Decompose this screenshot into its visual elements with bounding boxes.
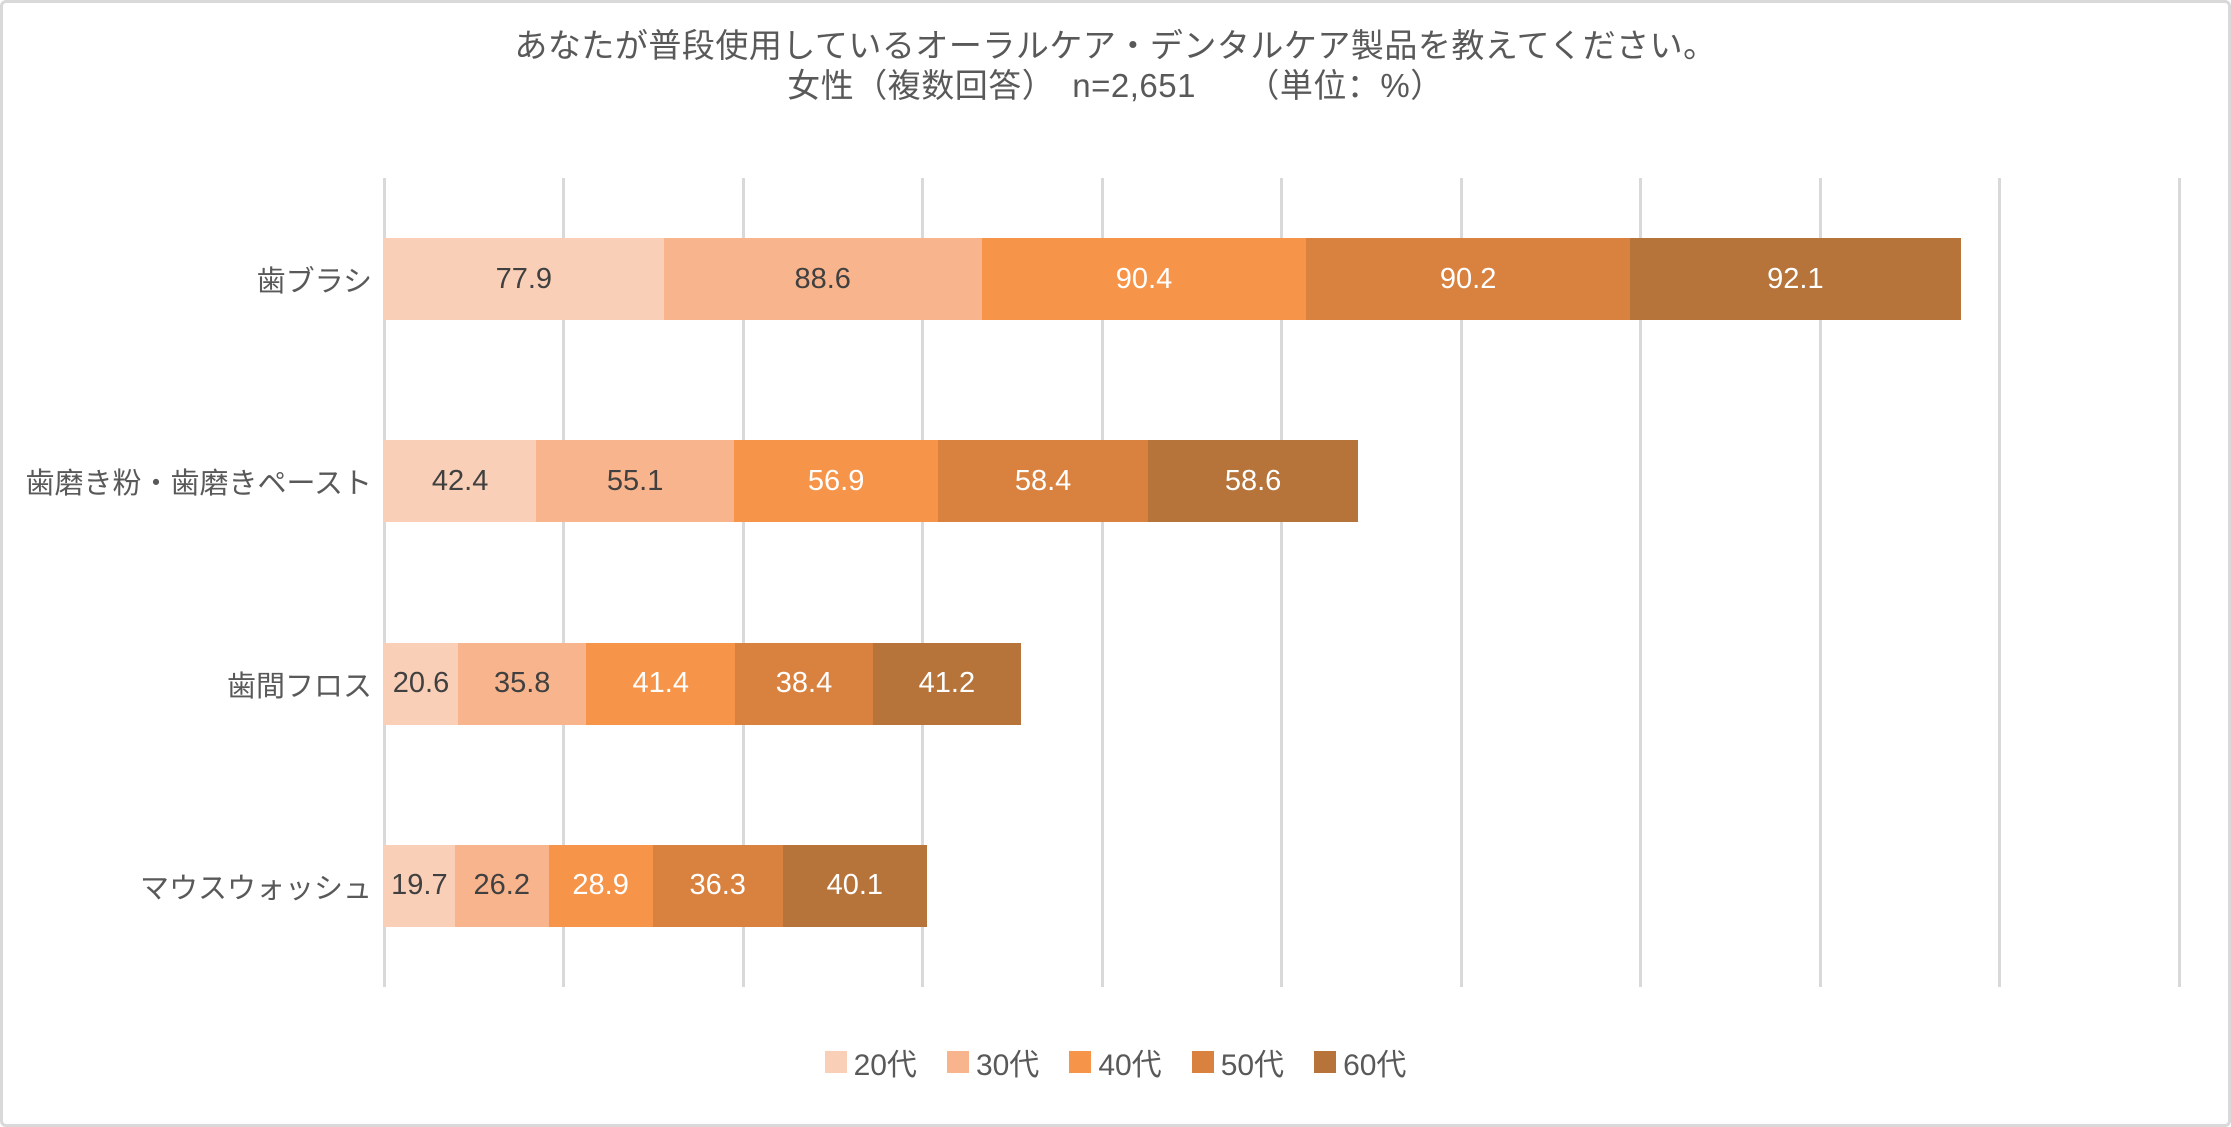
plot-area: 77.9 88.6 90.4 90.2 92.1 42.4 55.1 56.9 58.4 58.6… bbox=[382, 178, 2181, 987]
legend-item-30代: 30代 bbox=[946, 1040, 1040, 1084]
value-label: 26.2 bbox=[473, 869, 530, 902]
chart-title-line1: あなたが普段使用しているオーラルケア・デンタルケア製品を教えてください。 bbox=[514, 27, 1717, 64]
bar-segment-40代: 90.4 bbox=[981, 238, 1307, 321]
value-label: 19.7 bbox=[391, 869, 448, 902]
category-label: 歯ブラシ bbox=[256, 266, 372, 299]
bar-segment-30代: 35.8 bbox=[457, 642, 587, 725]
legend-swatch-icon bbox=[824, 1051, 847, 1073]
bar-row: 19.7 26.2 28.9 36.3 40.1 bbox=[384, 785, 2179, 987]
gridline bbox=[1818, 178, 1822, 987]
category-label: マウスウォッシュ bbox=[139, 872, 372, 905]
bar-segment-20代: 20.6 bbox=[384, 642, 458, 725]
legend-swatch-icon bbox=[1191, 1051, 1214, 1073]
gridline bbox=[2177, 178, 2181, 987]
value-label: 55.1 bbox=[606, 464, 664, 497]
gridline bbox=[741, 178, 745, 987]
bar-segment-50代: 58.4 bbox=[938, 440, 1148, 523]
bar-segment-50代: 38.4 bbox=[735, 642, 873, 725]
gridline bbox=[562, 178, 565, 987]
category-axis: 歯ブラシ歯磨き粉・歯磨きペースト歯間フロスマウスウォッシュ bbox=[0, 178, 372, 987]
value-label: 35.8 bbox=[493, 667, 551, 700]
bar-segment-20代: 77.9 bbox=[384, 238, 664, 321]
value-label: 38.4 bbox=[775, 667, 833, 700]
value-label: 28.9 bbox=[572, 869, 629, 902]
legend-label: 40代 bbox=[1098, 1049, 1162, 1082]
bar-segment-60代: 41.2 bbox=[872, 642, 1021, 725]
legend-label: 50代 bbox=[1220, 1049, 1285, 1082]
value-label: 58.4 bbox=[1014, 464, 1072, 497]
value-label: 42.4 bbox=[431, 464, 489, 497]
stacked-bar: 42.4 55.1 56.9 58.4 58.6 bbox=[384, 440, 2179, 523]
value-label: 88.6 bbox=[794, 262, 851, 295]
value-label: 41.4 bbox=[632, 667, 689, 700]
value-label: 41.2 bbox=[918, 667, 976, 700]
gridline bbox=[1280, 178, 1283, 987]
stacked-bar: 19.7 26.2 28.9 36.3 40.1 bbox=[384, 844, 2179, 927]
bar-row: 42.4 55.1 56.9 58.4 58.6 bbox=[384, 380, 2179, 582]
legend-swatch-icon bbox=[1314, 1051, 1337, 1073]
bar-segment-60代: 92.1 bbox=[1630, 238, 1961, 321]
legend: 20代 30代 40代 50代 60代 bbox=[0, 1040, 2231, 1084]
bar-segment-60代: 58.6 bbox=[1147, 440, 1359, 523]
value-label: 56.9 bbox=[807, 464, 865, 497]
category-label: 歯磨き粉・歯磨きペースト bbox=[25, 468, 372, 501]
bar-segment-40代: 41.4 bbox=[586, 642, 736, 725]
gridline bbox=[921, 178, 924, 987]
legend-label: 60代 bbox=[1343, 1049, 1407, 1082]
bar-segment-60代: 40.1 bbox=[782, 844, 927, 927]
legend-item-60代: 60代 bbox=[1314, 1040, 1406, 1084]
bar-segment-30代: 55.1 bbox=[536, 440, 734, 523]
legend-item-40代: 40代 bbox=[1069, 1040, 1162, 1084]
legend-swatch-icon bbox=[946, 1051, 969, 1073]
gridline bbox=[382, 178, 386, 987]
bar-segment-50代: 90.2 bbox=[1306, 238, 1631, 321]
stacked-bar: 77.9 88.6 90.4 90.2 92.1 bbox=[384, 238, 2179, 321]
chart-title-line2: 女性（複数回答） n=2,651 （単位：%） bbox=[787, 67, 1444, 104]
value-label: 40.1 bbox=[826, 869, 884, 902]
chart-title: あなたが普段使用しているオーラルケア・デンタルケア製品を教えてください。 女性（複… bbox=[0, 26, 2231, 106]
gridline bbox=[1100, 178, 1104, 987]
value-label: 36.3 bbox=[689, 869, 746, 902]
bar-segment-20代: 42.4 bbox=[384, 440, 537, 523]
legend-item-50代: 50代 bbox=[1191, 1040, 1285, 1084]
category-label: 歯間フロス bbox=[226, 670, 372, 703]
bar-segment-30代: 88.6 bbox=[663, 238, 982, 321]
value-label: 77.9 bbox=[495, 262, 553, 295]
value-label: 20.6 bbox=[392, 667, 450, 700]
bar-row: 77.9 88.6 90.4 90.2 92.1 bbox=[384, 178, 2179, 380]
value-label: 90.4 bbox=[1115, 262, 1173, 295]
bar-segment-20代: 19.7 bbox=[384, 844, 455, 927]
bar-segment-50代: 36.3 bbox=[652, 844, 783, 927]
legend-label: 20代 bbox=[853, 1049, 917, 1082]
bar-segment-30代: 26.2 bbox=[454, 844, 549, 927]
bar-row: 20.6 35.8 41.4 38.4 41.2 bbox=[384, 583, 2179, 785]
gridline bbox=[1998, 178, 2001, 987]
legend-swatch-icon bbox=[1069, 1051, 1092, 1073]
bar-segment-40代: 56.9 bbox=[734, 440, 939, 523]
legend-item-20代: 20代 bbox=[824, 1040, 917, 1084]
legend-label: 30代 bbox=[975, 1049, 1040, 1082]
stacked-bar: 20.6 35.8 41.4 38.4 41.2 bbox=[384, 642, 2179, 725]
bar-segment-40代: 28.9 bbox=[548, 844, 653, 927]
value-label: 90.2 bbox=[1439, 262, 1497, 295]
gridline bbox=[1639, 178, 1642, 987]
value-label: 58.6 bbox=[1224, 464, 1282, 497]
gridline bbox=[1459, 178, 1463, 987]
value-label: 92.1 bbox=[1767, 262, 1824, 295]
